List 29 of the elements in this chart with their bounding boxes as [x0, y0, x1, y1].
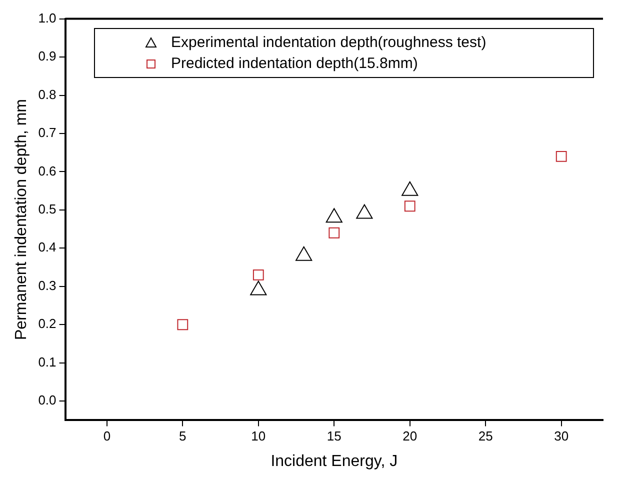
point [177, 319, 188, 330]
x-axis-title: Incident Energy, J [270, 452, 398, 470]
point [252, 269, 264, 280]
x-tick-label: 30 [554, 428, 569, 444]
x-tick-label: 5 [179, 428, 186, 444]
x-tick-label: 10 [251, 428, 266, 444]
y-tick-label: 0.2 [38, 316, 56, 332]
y-tick-label: 0.3 [38, 278, 56, 293]
x-tick-label: 15 [326, 428, 342, 444]
point [296, 246, 312, 261]
point [356, 204, 373, 219]
legend-label: Experimental indentation depth(roughness test) [171, 34, 486, 51]
point [402, 181, 418, 196]
y-tick-label: 0.4 [38, 240, 56, 255]
y-tick-label: 0.8 [38, 86, 56, 102]
x-tick-label: 25 [478, 428, 493, 444]
y-tick-label: 0.9 [38, 48, 56, 64]
y-tick-label: 1.0 [38, 10, 56, 26]
y-tick-label: 0.0 [38, 392, 56, 408]
x-tick-label: 0 [103, 428, 111, 444]
legend-label: Predicted indentation depth(15.8mm) [171, 55, 418, 72]
y-tick-label: 0.7 [38, 125, 56, 140]
y-tick-label: 0.5 [38, 202, 56, 217]
x-tick-label: 20 [402, 428, 418, 444]
y-tick-label: 0.6 [38, 163, 56, 178]
point [328, 227, 340, 238]
point [326, 208, 342, 223]
y-axis-title: Permanent indentation depth, mm [13, 98, 30, 340]
y-tick-label: 0.1 [38, 354, 56, 370]
